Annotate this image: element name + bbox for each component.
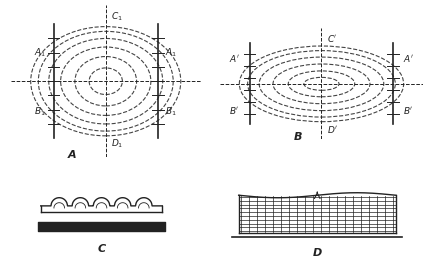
Text: $C'$: $C'$	[327, 33, 338, 44]
Text: $A'$: $A'$	[403, 53, 414, 64]
Text: $A_1$: $A_1$	[34, 46, 46, 59]
Text: $B'$: $B'$	[403, 105, 414, 116]
Text: D: D	[313, 248, 322, 258]
Text: C: C	[97, 244, 106, 254]
Text: $C_1$: $C_1$	[111, 11, 123, 23]
Text: $A'$: $A'$	[229, 53, 240, 64]
Text: A: A	[68, 150, 77, 160]
Text: $D'$: $D'$	[327, 124, 338, 135]
Text: $B_1$: $B_1$	[34, 106, 46, 118]
Text: $B_1$: $B_1$	[165, 106, 177, 118]
Text: $A_1$: $A_1$	[165, 46, 177, 59]
Text: $B'$: $B'$	[229, 105, 240, 116]
Text: $D_1$: $D_1$	[111, 138, 124, 150]
Text: B: B	[294, 132, 303, 142]
